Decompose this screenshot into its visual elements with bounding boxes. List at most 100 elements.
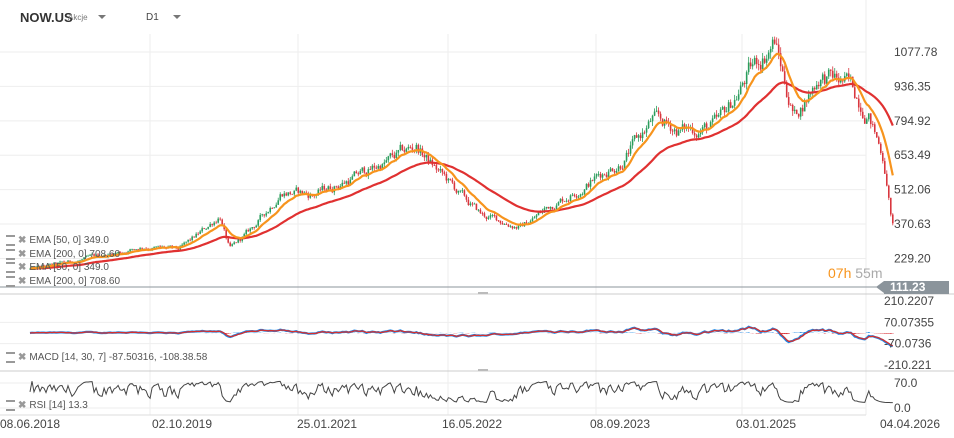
candle [449, 178, 452, 180]
candle [543, 208, 546, 211]
macd-histogram-bar [747, 332, 750, 333]
legend-macd[interactable]: ✖ MACD [14, 30, 7] -87.50316, -108.38.58 [6, 352, 207, 363]
candle [609, 168, 612, 172]
candle [277, 200, 280, 205]
candle [833, 73, 836, 78]
candle [269, 208, 272, 213]
candle [407, 146, 410, 149]
settings-icon[interactable] [6, 235, 15, 246]
legend-ema50[interactable]: ✖ EMA [50, 0] 349.0 [6, 235, 109, 246]
close-icon[interactable]: ✖ [18, 262, 27, 274]
legend-ema50-duplicate[interactable]: ✖ EMA [50, 0] 349.0 [6, 262, 109, 273]
candle [347, 181, 350, 185]
candle [467, 199, 470, 206]
candle [417, 144, 420, 153]
candle [507, 224, 510, 227]
candle [359, 170, 362, 175]
close-icon[interactable]: ✖ [18, 249, 27, 261]
candle [87, 255, 89, 257]
candle [39, 265, 41, 267]
macd-histogram-bar [227, 333, 230, 334]
candle [591, 180, 594, 182]
candle [879, 143, 882, 153]
candle [135, 249, 137, 250]
legend-label: EMA [200, 0] 708.60 [29, 249, 121, 261]
settings-icon[interactable] [6, 276, 15, 287]
candle [373, 165, 376, 168]
candle [533, 217, 536, 219]
timeframe-dropdown-icon[interactable] [173, 15, 181, 19]
candle [481, 213, 484, 214]
candle [473, 203, 476, 205]
candle [499, 220, 502, 223]
candle [289, 192, 292, 194]
candle [793, 109, 796, 112]
candle [883, 161, 886, 174]
timeframe-select[interactable]: D1 [146, 12, 159, 23]
candle [357, 173, 360, 175]
resize-handle [478, 292, 488, 294]
candle [211, 224, 213, 226]
candle [579, 194, 582, 197]
candle [515, 227, 518, 229]
candle [409, 146, 412, 148]
settings-icon[interactable] [6, 400, 15, 411]
candle [873, 124, 876, 133]
candle [785, 83, 788, 97]
close-icon[interactable]: ✖ [18, 352, 27, 364]
candle [597, 173, 600, 175]
candle [377, 165, 380, 169]
close-icon[interactable]: ✖ [18, 400, 27, 412]
close-icon[interactable]: ✖ [18, 276, 27, 288]
candle [221, 219, 223, 225]
macd-histogram-bar [757, 333, 760, 334]
candle [753, 57, 756, 65]
candle [673, 129, 676, 132]
settings-icon[interactable] [6, 352, 15, 363]
symbol-name[interactable]: NOW.US [20, 10, 73, 25]
candle [193, 236, 195, 238]
candle [727, 102, 730, 112]
candle [749, 62, 752, 67]
close-icon[interactable]: ✖ [18, 235, 27, 247]
candle [825, 76, 828, 84]
legend-ema200[interactable]: ✖ EMA [200, 0] 708.60 [6, 249, 120, 260]
candle [261, 214, 264, 216]
candle [231, 244, 233, 246]
candle [465, 195, 468, 200]
candle [213, 222, 215, 226]
settings-icon[interactable] [6, 262, 15, 273]
candle [869, 113, 872, 125]
candle [789, 104, 792, 106]
legend-rsi[interactable]: ✖ RSI [14] 13.3 [6, 400, 88, 411]
candle [355, 171, 358, 174]
legend-ema200-duplicate[interactable]: ✖ EMA [200, 0] 708.60 [6, 276, 120, 287]
candle [643, 132, 646, 134]
candle [599, 173, 602, 178]
candle [369, 169, 372, 171]
settings-icon[interactable] [6, 249, 15, 260]
candle [565, 200, 568, 202]
candle [807, 94, 810, 102]
symbol-dropdown-icon[interactable] [98, 15, 106, 19]
candle [185, 241, 187, 243]
candle [575, 195, 578, 198]
candle [191, 236, 193, 241]
candle [395, 152, 398, 159]
candle [129, 249, 131, 252]
candle [781, 66, 784, 72]
candle [459, 190, 462, 192]
candle [283, 193, 286, 197]
candle [91, 254, 93, 255]
candle [299, 190, 302, 193]
candle [295, 187, 298, 191]
axes: 1077.78 936.35 794.92 653.49 512.06 370.63 229… [0, 45, 940, 431]
candle [769, 48, 772, 53]
candle [827, 69, 830, 77]
candle [89, 254, 91, 256]
candle [729, 102, 732, 108]
candle [811, 87, 814, 94]
candle [601, 174, 604, 178]
macd-histogram-bar [785, 333, 788, 335]
